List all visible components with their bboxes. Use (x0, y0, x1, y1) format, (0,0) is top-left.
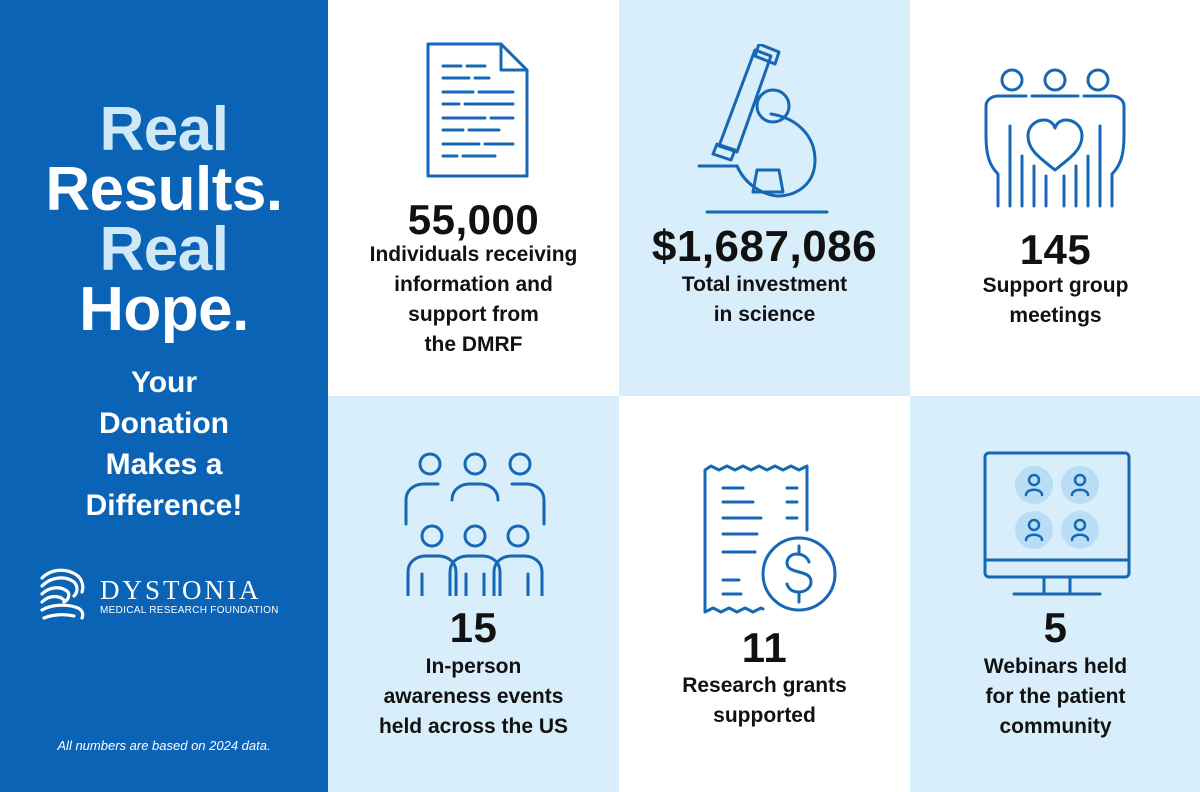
description-line: meetings (1009, 304, 1102, 327)
stat-awareness-events: 15 In-person awareness events held acros… (328, 396, 619, 792)
description-line: Research grants (682, 674, 847, 697)
donation-line: Difference! (85, 489, 243, 522)
stat-description: In-person awareness events held across t… (328, 652, 619, 742)
description-line: in science (713, 303, 816, 326)
document-icon (426, 42, 529, 178)
stat-value: 55,000 (407, 196, 540, 243)
headline: Real Results. Real Hope. (0, 95, 328, 344)
sidebar-panel: Real Results. Real Hope. Your Donation M… (0, 0, 328, 792)
stat-description: Webinars held for the patient community (910, 652, 1200, 742)
stat-value: 15 (449, 604, 498, 651)
description-line: awareness events (383, 685, 564, 708)
stat-individuals: 55,000 Individuals receiving information… (328, 0, 619, 396)
stat-support-groups: 145 Support group meetings (910, 0, 1200, 396)
description-line: support from (408, 303, 539, 326)
description-line: In-person (425, 655, 522, 678)
donation-line: Makes a (105, 448, 223, 481)
receipt-dollar-icon (703, 464, 837, 614)
description-line: information and (394, 273, 553, 296)
webinar-monitor-icon (983, 451, 1131, 596)
description-line: Support group (982, 274, 1129, 297)
stat-description: Research grants supported (619, 671, 910, 731)
stat-webinars: 5 Webinars held for the patient communit… (910, 396, 1200, 792)
crowd-icon (404, 452, 546, 596)
wave-logo-icon (40, 568, 85, 620)
logo-name: DYSTONIA (100, 575, 262, 605)
description-line: held across the US (378, 715, 569, 738)
description-line: Total investment (681, 273, 848, 296)
stat-value: 5 (1043, 604, 1068, 651)
stat-value: 145 (1019, 226, 1092, 273)
stat-value: 11 (741, 624, 788, 671)
microscope-icon (697, 44, 829, 214)
headline-line: Real (99, 95, 229, 164)
headline-line: Hope. (79, 275, 249, 344)
description-line: for the patient (985, 685, 1126, 708)
stat-description: Support group meetings (910, 271, 1200, 331)
headline-line: Real (99, 215, 229, 284)
stat-research-grants: 11 Research grants supported (619, 396, 910, 792)
description-line: community (999, 715, 1112, 738)
logo-subtitle: MEDICAL RESEARCH FOUNDATION (100, 605, 279, 616)
headline-line: Results. (45, 155, 283, 224)
stat-description: Total investment in science (619, 270, 910, 330)
description-line: Webinars held (983, 655, 1128, 678)
stat-description: Individuals receiving information and su… (328, 240, 619, 360)
support-group-heart-icon (984, 68, 1126, 208)
description-line: Individuals receiving (369, 243, 578, 266)
footnote: All numbers are based on 2024 data. (57, 738, 271, 753)
dmrf-logo: DYSTONIA MEDICAL RESEARCH FOUNDATION (38, 562, 298, 628)
donation-line: Your (130, 366, 198, 399)
description-line: the DMRF (424, 333, 523, 356)
description-line: supported (713, 704, 816, 727)
stat-investment: $1,687,086 Total investment in science (619, 0, 910, 396)
donation-message: Your Donation Makes a Difference! (0, 362, 328, 526)
donation-line: Donation (99, 407, 229, 440)
stat-value: $1,687,086 (651, 222, 878, 271)
